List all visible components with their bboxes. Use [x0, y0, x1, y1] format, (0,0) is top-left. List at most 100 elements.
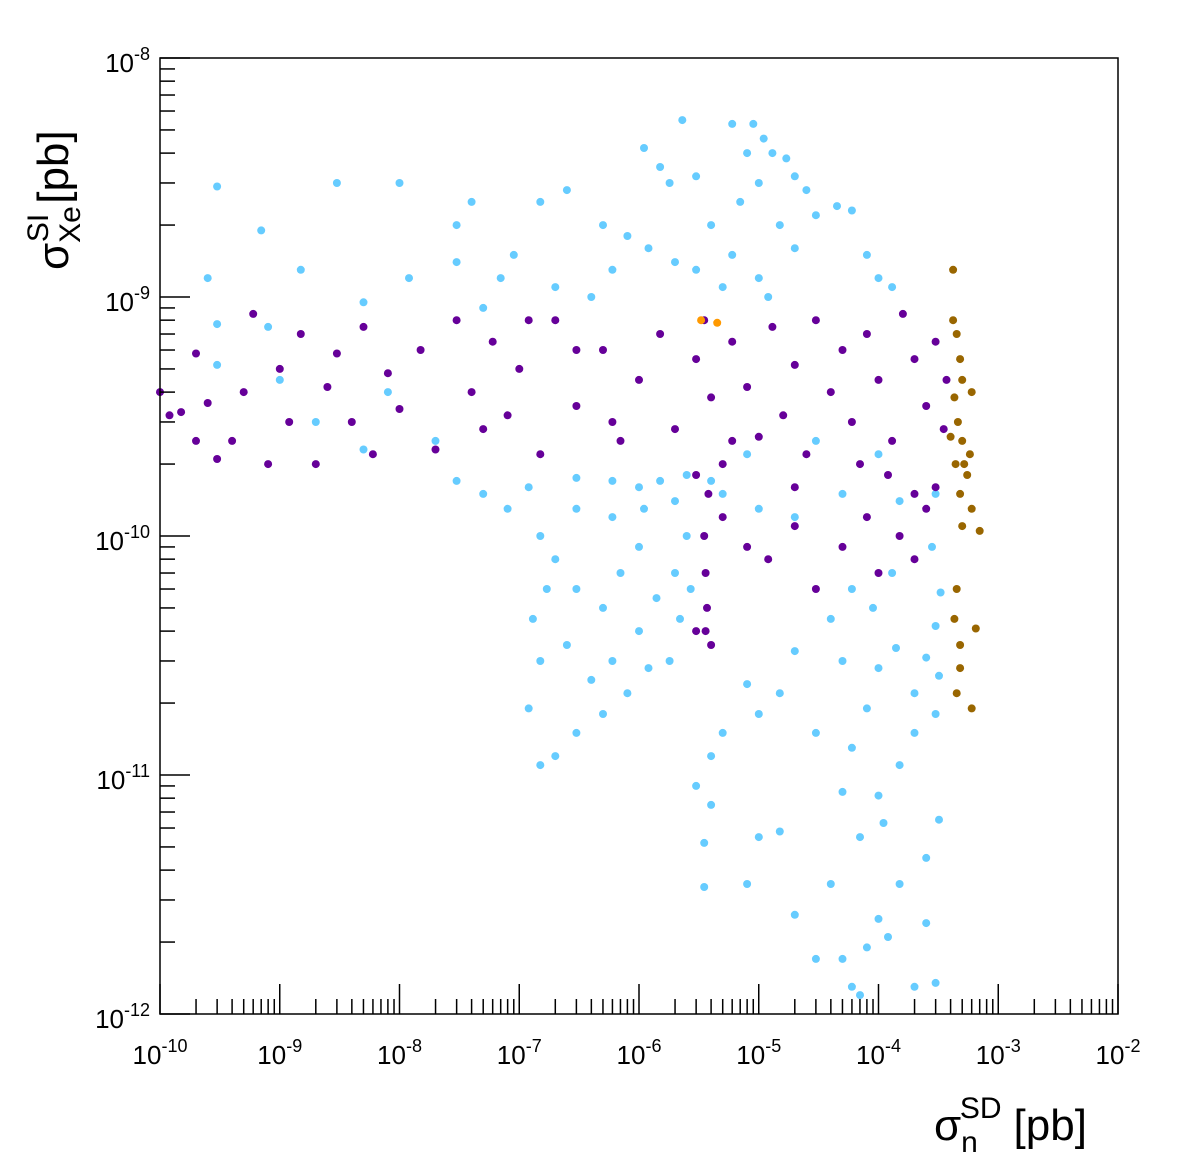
data-point: [950, 393, 959, 402]
data-point: [572, 346, 581, 354]
data-point: [701, 569, 710, 577]
data-point: [728, 337, 737, 346]
data-point: [599, 603, 607, 612]
data-point: [572, 585, 581, 593]
data-point: [802, 450, 811, 459]
data-point: [656, 163, 665, 171]
points-layer: [156, 116, 984, 1000]
data-point: [847, 418, 856, 426]
data-point: [697, 316, 706, 325]
y-tick-label: 10-12: [95, 1000, 150, 1034]
data-point: [676, 614, 684, 623]
data-point: [323, 383, 332, 391]
data-point: [754, 710, 763, 718]
data-point: [754, 833, 763, 842]
data-point: [960, 460, 969, 469]
data-point: [383, 369, 392, 378]
data-point: [811, 436, 820, 445]
data-point: [536, 197, 545, 206]
data-point: [671, 497, 679, 506]
data-point: [775, 221, 784, 230]
data-point: [692, 471, 701, 479]
data-point: [623, 232, 632, 240]
data-point: [707, 393, 716, 402]
data-point: [811, 585, 820, 593]
data-point: [946, 432, 955, 441]
data-point: [644, 244, 653, 253]
y-tick-label: 10-9: [105, 283, 150, 317]
data-point: [743, 680, 752, 689]
data-point: [551, 752, 560, 761]
data-point: [416, 346, 425, 354]
data-point: [874, 914, 883, 923]
data-point: [790, 647, 799, 656]
data-point: [452, 221, 461, 230]
data-point: [743, 450, 752, 459]
data-point: [203, 399, 212, 407]
data-point: [707, 752, 716, 761]
data-point: [503, 411, 512, 420]
x-tick-label: 10-9: [257, 1036, 302, 1070]
data-point: [332, 179, 341, 187]
data-point: [862, 250, 871, 259]
data-point: [431, 445, 440, 454]
data-point: [898, 309, 907, 318]
data-point: [910, 355, 919, 364]
data-point: [949, 265, 958, 274]
data-point: [749, 119, 758, 128]
data-point: [275, 375, 284, 384]
data-point: [264, 460, 273, 469]
data-point: [935, 815, 943, 824]
data-point: [922, 653, 931, 662]
data-point: [296, 330, 305, 338]
data-point: [951, 460, 960, 469]
data-point: [713, 318, 722, 327]
data-point: [551, 283, 560, 292]
data-point: [640, 144, 648, 152]
data-point: [950, 614, 959, 623]
data-point: [862, 943, 871, 952]
data-point: [782, 154, 791, 163]
data-point: [707, 476, 716, 485]
data-point: [895, 761, 904, 770]
x-axis-title-sub: n: [961, 1126, 978, 1159]
data-point: [931, 489, 940, 498]
data-point: [479, 425, 488, 434]
data-point: [965, 450, 974, 459]
data-point: [249, 309, 258, 318]
data-point: [874, 791, 883, 800]
data-point: [838, 346, 847, 354]
data-point: [838, 489, 847, 498]
data-point: [524, 704, 533, 713]
data-point: [910, 728, 919, 737]
data-point: [686, 585, 695, 593]
data-point: [847, 982, 856, 991]
data-point: [572, 402, 581, 410]
data-point: [503, 504, 512, 513]
data-point: [635, 627, 643, 636]
data-point: [536, 657, 545, 665]
data-point: [728, 119, 737, 128]
data-point: [936, 588, 945, 597]
data-point: [671, 258, 679, 267]
x-tick-label: 10-8: [377, 1036, 422, 1070]
data-point: [975, 526, 984, 535]
series-3: [697, 316, 722, 327]
data-point: [759, 134, 768, 143]
data-point: [963, 471, 972, 479]
data-point: [608, 265, 617, 274]
y-axis-title-sup: SI: [22, 214, 55, 242]
data-point: [228, 436, 237, 445]
y-tick-label: 10-11: [96, 761, 150, 795]
data-point: [452, 316, 461, 325]
data-point: [431, 436, 440, 445]
data-point: [811, 728, 820, 737]
x-tick-label: 10-4: [856, 1036, 901, 1070]
data-point: [203, 274, 212, 283]
data-point: [768, 322, 777, 331]
data-point: [405, 274, 413, 283]
plot-frame: [159, 57, 1119, 1015]
data-point: [888, 283, 897, 292]
data-point: [874, 375, 883, 384]
